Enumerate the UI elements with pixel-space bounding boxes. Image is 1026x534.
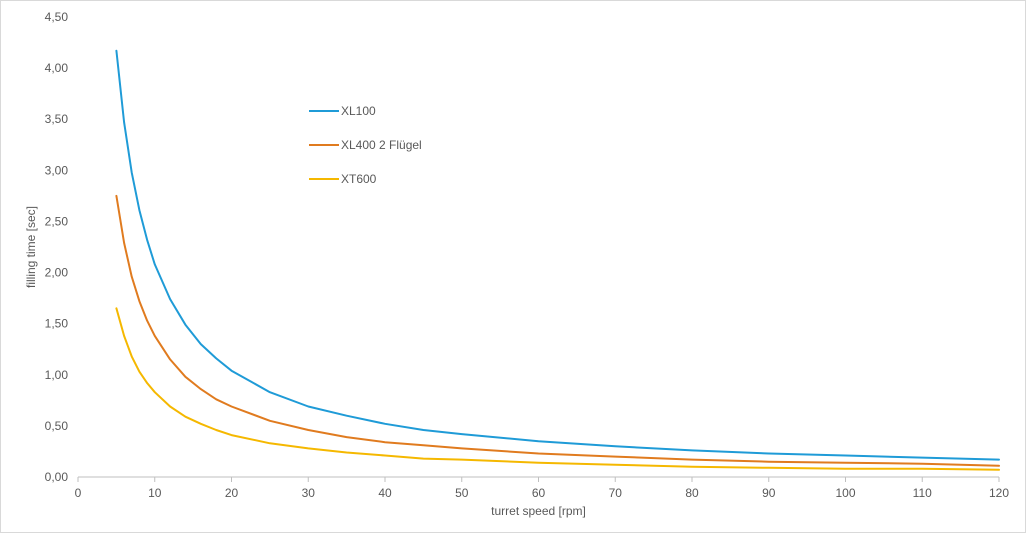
series-line-2 (115, 307, 1000, 471)
y-tick-label: 3,50 (45, 112, 69, 126)
x-tick-label: 100 (835, 486, 855, 500)
series-group (115, 49, 1000, 471)
legend-label: XL400 2 Flügel (341, 138, 422, 152)
x-axis-title: turret speed [rpm] (491, 504, 586, 518)
axes: 0 10 20 30 40 50 60 70 80 90 100 110 120 0,00 0,50 1,00… (45, 10, 1010, 500)
y-tick-label: 4,00 (45, 61, 69, 75)
y-tick-label: 2,50 (45, 214, 69, 228)
x-tick-label: 80 (685, 486, 699, 500)
x-tick-label: 50 (455, 486, 469, 500)
legend: XL100 XL400 2 Flügel XT600 (309, 104, 422, 186)
y-tick-label: 3,00 (45, 163, 69, 177)
x-tick-label: 60 (532, 486, 546, 500)
y-tick-label: 1,00 (45, 368, 69, 382)
x-tick-label: 30 (302, 486, 316, 500)
y-tick-label: 1,50 (45, 317, 69, 331)
y-tick-label: 0,50 (45, 419, 69, 433)
x-tick-label: 110 (913, 486, 932, 500)
legend-label: XT600 (341, 172, 377, 186)
series-line-0 (115, 49, 1000, 461)
x-tick-label: 20 (225, 486, 239, 500)
x-tick-label: 0 (75, 486, 82, 500)
legend-label: XL100 (341, 104, 376, 118)
x-tick-label: 90 (762, 486, 776, 500)
series-line-1 (115, 194, 1000, 467)
x-tick-label: 120 (989, 486, 1009, 500)
x-tick-label: 70 (609, 486, 623, 500)
y-tick-label: 4,50 (45, 10, 69, 24)
x-tick-label: 10 (148, 486, 162, 500)
x-tick-label: 40 (378, 486, 392, 500)
y-tick-label: 0,00 (45, 470, 69, 484)
y-tick-label: 2,00 (45, 266, 69, 280)
y-axis-title: filling time [sec] (24, 206, 38, 288)
